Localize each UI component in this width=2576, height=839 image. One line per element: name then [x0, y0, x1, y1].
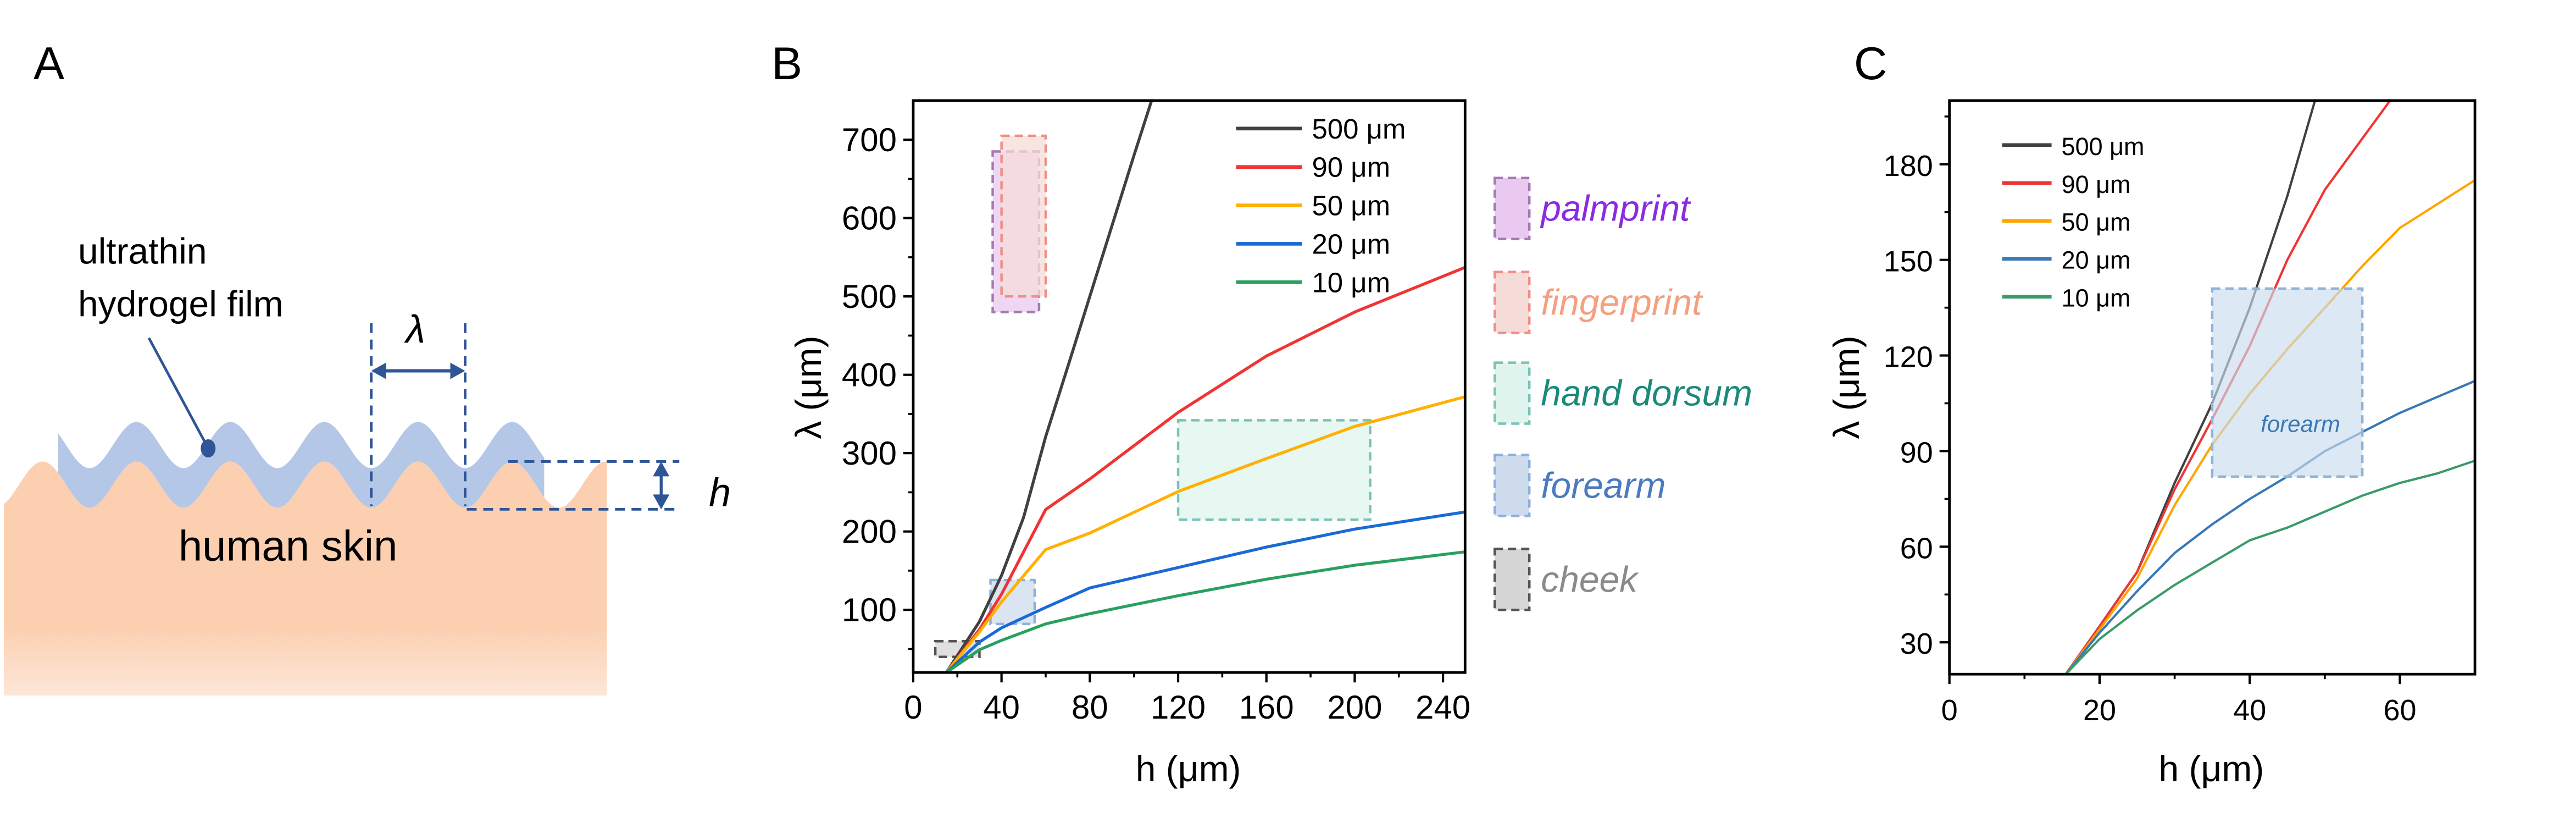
panel-label-b: B	[771, 37, 802, 89]
x-tick-label: 0	[904, 689, 922, 726]
region-legend-swatch-cheek	[1494, 548, 1531, 611]
region-legend-label: hand dorsum	[1541, 373, 1752, 413]
region-legend-label: fingerprint	[1541, 282, 1703, 323]
x-tick-label: 40	[2233, 694, 2266, 727]
y-tick-label: 500	[842, 278, 897, 315]
chart-panel-c: forearm 0 20 40 60 30 60 90 120 150 180 λ (μm) h …	[1826, 99, 2477, 789]
region-legend-swatch-fingerprint	[1494, 271, 1531, 334]
y-tick-label: 400	[842, 357, 897, 394]
legend-label: 10 μm	[1312, 267, 1390, 298]
panel-label-c: C	[1854, 37, 1887, 89]
series-line-20μm	[2064, 379, 2475, 675]
y-tick-label: 180	[1884, 150, 1933, 183]
skin-layer	[4, 461, 607, 696]
legend-label: 500 μm	[1312, 113, 1406, 145]
x-tick-label: 20	[2083, 694, 2116, 727]
y-tick-label: 700	[842, 122, 897, 158]
film-label-line2: hydrogel film	[78, 284, 284, 324]
region-forearm	[2211, 287, 2364, 478]
lambda-symbol: λ	[404, 308, 425, 352]
h-arrow-icon	[653, 461, 670, 510]
series-line-90μm	[945, 266, 1465, 673]
region-label-forearm: forearm	[2261, 411, 2340, 437]
y-axis-label-c: λ (μm)	[1826, 335, 1867, 439]
x-tick-label: 160	[1239, 689, 1294, 726]
film-label-line1: ultrathin	[78, 231, 207, 272]
region-legend-label: forearm	[1541, 465, 1665, 505]
x-tick-label: 60	[2383, 694, 2416, 727]
region-hand-dorsum	[1176, 419, 1372, 521]
x-tick-label: 200	[1327, 689, 1382, 726]
series-line-20μm	[945, 510, 1465, 673]
region-fingerprint	[1000, 134, 1047, 298]
y-tick-label: 600	[842, 200, 897, 237]
x-axis-label-b: h (μm)	[1136, 748, 1241, 789]
legend-label: 90 μm	[2062, 170, 2131, 198]
x-tick-label: 240	[1415, 689, 1470, 726]
y-tick-label: 150	[1884, 245, 1933, 278]
region-legend-swatch-palmprint	[1494, 176, 1531, 240]
y-tick-label: 300	[842, 435, 897, 472]
schematic-panel: ultrathin hydrogel film λ h human skin	[4, 231, 731, 696]
y-tick-label: 30	[1900, 627, 1933, 660]
y-tick-label: 100	[842, 592, 897, 628]
x-tick-label: 40	[983, 689, 1020, 726]
x-tick-label: 0	[1941, 694, 1958, 727]
region-legend-swatch-hand-dorsum	[1494, 361, 1531, 425]
plot-frame-b	[912, 99, 1467, 674]
region-legend-label: cheek	[1541, 559, 1639, 599]
legend-label: 50 μm	[2062, 208, 2131, 236]
h-symbol: h	[709, 471, 731, 515]
y-tick-label: 90	[1900, 436, 1933, 469]
legend-label: 20 μm	[2062, 246, 2131, 274]
y-tick-label: 60	[1900, 532, 1933, 565]
film-pointer-dot	[201, 439, 216, 457]
legend-label: 20 μm	[1312, 228, 1390, 260]
region-legend-label: palmprint	[1540, 188, 1691, 229]
legend-label: 10 μm	[2062, 284, 2131, 312]
plot-frame-c	[1948, 99, 2477, 676]
legend-label: 50 μm	[1312, 190, 1390, 222]
panel-label-a: A	[34, 37, 64, 89]
region-legend-swatch-forearm	[1494, 454, 1531, 517]
series-line-500μm	[945, 100, 1153, 673]
chart-panel-b: 0 40 80 120 160 200 240 100 200 300 400 500 600 700 λ…	[788, 99, 1752, 789]
x-axis-label-c: h (μm)	[2158, 748, 2264, 789]
y-tick-label: 200	[842, 514, 897, 550]
x-tick-label: 80	[1072, 689, 1108, 726]
legend-label: 500 μm	[2062, 133, 2145, 161]
legend-label: 90 μm	[1312, 152, 1390, 183]
skin-label: human skin	[179, 521, 398, 570]
hydrogel-film-layer	[58, 422, 545, 508]
x-tick-label: 120	[1151, 689, 1206, 726]
film-pointer-line	[147, 337, 208, 446]
series-line-50μm	[945, 395, 1465, 673]
y-tick-label: 120	[1884, 341, 1933, 374]
lambda-arrow-icon	[371, 362, 465, 379]
y-axis-label-b: λ (μm)	[788, 335, 829, 439]
series-line-10μm	[945, 550, 1465, 673]
series-line-10μm	[2064, 459, 2475, 675]
